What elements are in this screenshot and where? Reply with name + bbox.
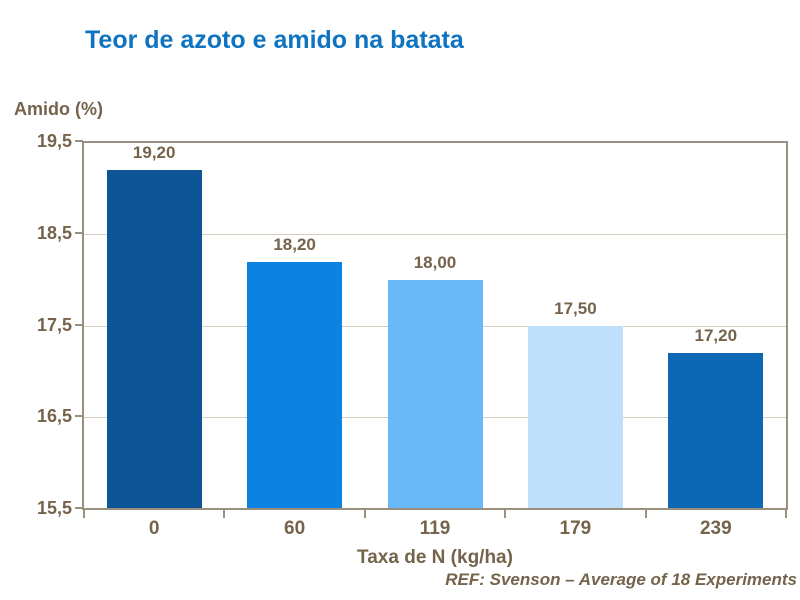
x-tick-mark: [83, 510, 85, 518]
bar-value-label: 17,20: [694, 325, 738, 345]
plot-area: 19,20 18,20 18,00 17,50 17,20: [82, 141, 788, 510]
gridline: [84, 234, 786, 236]
x-tick-mark: [504, 510, 507, 518]
y-axis-title: Amido (%): [14, 99, 103, 119]
bar-value-label: 18,00: [413, 252, 457, 272]
y-tick-label: 18,5: [36, 222, 72, 243]
y-tick-mark: [75, 415, 83, 418]
bar-179: [527, 325, 623, 508]
x-tick-label: 239: [699, 518, 732, 539]
y-tick-mark: [75, 323, 83, 326]
x-tick-label: 179: [559, 518, 592, 539]
x-tick-mark: [785, 510, 787, 518]
bar-239: [668, 352, 764, 508]
bar-0: [106, 170, 202, 508]
x-tick-mark: [644, 510, 647, 518]
x-tick-mark: [223, 510, 226, 518]
bar-60: [247, 261, 343, 508]
y-tick-mark: [75, 140, 83, 142]
chart-title: Teor de azoto e amido na batata: [85, 26, 464, 54]
y-tick-label: 15,5: [36, 498, 72, 518]
x-tick-label: 119: [419, 518, 451, 539]
bar-value-label: 19,20: [132, 143, 176, 163]
x-axis-title: Taxa de N (kg/ha): [357, 547, 513, 568]
y-tick-mark: [75, 507, 83, 509]
x-tick-label: 0: [148, 518, 160, 539]
x-tick-label: 60: [284, 518, 306, 539]
bar-value-label: 18,20: [273, 234, 316, 254]
bar-119: [387, 279, 483, 508]
y-tick-label: 16,5: [36, 406, 72, 427]
x-tick-mark: [363, 510, 366, 518]
bar-value-label: 17,50: [554, 298, 597, 318]
source-note: REF: Svenson – Average of 18 Experiments: [445, 570, 797, 589]
y-tick-label: 19,5: [36, 131, 72, 151]
y-tick-label: 17,5: [36, 314, 72, 335]
y-tick-mark: [75, 231, 83, 234]
